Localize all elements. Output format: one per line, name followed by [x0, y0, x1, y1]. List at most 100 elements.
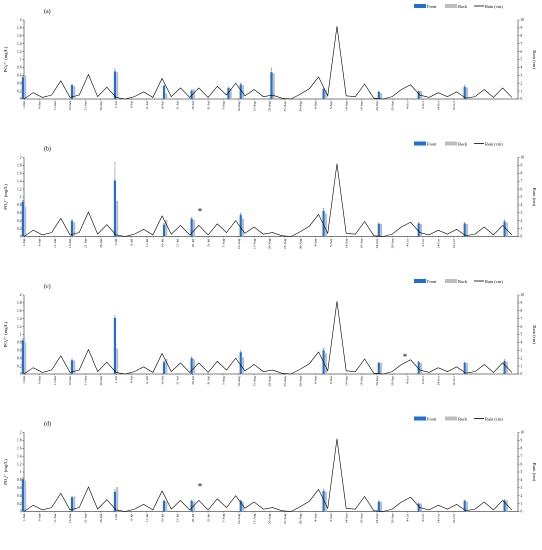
bar-front — [190, 218, 193, 237]
y2-tick-label: 1 — [521, 502, 523, 506]
x-tick-label: 1-Jul — [114, 376, 118, 383]
bar-front — [417, 362, 420, 374]
annotation-asterisk: * — [403, 352, 408, 362]
panel-label: (d) — [44, 421, 51, 428]
x-tick-label: 4-Oct — [406, 514, 410, 522]
bar-front — [377, 501, 380, 512]
y2-tick-label: 8 — [521, 309, 523, 313]
y-tick-label: 0.6 — [17, 211, 22, 215]
rain-line — [23, 438, 513, 512]
legend-label-front: Front — [427, 279, 437, 284]
x-tick-label: 4-Sep — [314, 238, 318, 246]
x-tick-label: 15-Aug — [252, 376, 256, 387]
bar-front — [270, 72, 273, 99]
x-tick-label: 6-Jun — [38, 376, 42, 384]
x-tick-label: 21-Jun — [84, 376, 88, 386]
y2-tick-label: 7 — [521, 317, 523, 321]
x-tick-label: 1-Jun — [22, 376, 26, 384]
x-tick-label: 15-Aug — [252, 513, 256, 524]
x-tick-label: 21-Jun — [84, 238, 88, 248]
panel-label: (c) — [44, 283, 51, 290]
y2-tick-label: 10 — [521, 293, 525, 297]
bar-back — [116, 72, 119, 99]
bar-front — [162, 500, 166, 512]
bar-front — [239, 500, 242, 512]
bar-front — [239, 84, 242, 99]
x-tick-label: 5-Aug — [222, 238, 226, 247]
legend-swatch-front — [414, 416, 426, 421]
y-tick-label: 1.2 — [17, 50, 22, 54]
bar-front — [113, 317, 117, 374]
y2-axis-label: Rain (cm) — [532, 188, 537, 207]
x-tick-label: 4-Oct — [406, 239, 410, 247]
x-tick-label: 29-Sep — [390, 238, 394, 248]
x-tick-label: 1-Jun — [22, 238, 26, 246]
y2-tick-label: 3 — [521, 74, 523, 78]
bar-front — [463, 223, 466, 237]
x-tick-label: 25-Aug — [283, 101, 287, 112]
bar-front — [70, 497, 74, 512]
x-tick-label: 6-Jul — [130, 101, 134, 108]
y-tick-label: 1.8 — [17, 164, 22, 168]
y-tick-label: 1 — [20, 333, 22, 337]
y-tick-label: 1 — [20, 58, 22, 62]
y-tick-label: 1.2 — [17, 462, 22, 466]
bar-front — [463, 500, 466, 512]
x-tick-label: 11-Jul — [145, 376, 149, 384]
x-tick-label: 9-Oct — [421, 239, 425, 247]
x-tick-label: 11-Jun — [53, 376, 57, 385]
bar-front — [227, 87, 230, 99]
bar-front — [21, 77, 24, 99]
y-tick-label: 1.6 — [17, 172, 22, 176]
x-tick-label: 6-Jul — [130, 376, 134, 383]
x-tick-label: 19-Oct — [452, 376, 456, 385]
bar-front — [417, 223, 420, 237]
bar-front — [21, 201, 24, 237]
y-tick-label: 0.2 — [17, 502, 22, 506]
bar-front — [239, 214, 242, 237]
x-tick-label: 10-Aug — [237, 101, 241, 112]
x-tick-label: 1-Jul — [114, 514, 118, 521]
legend-label-rain: Rain (cm) — [485, 279, 503, 284]
bar-front — [70, 220, 74, 237]
x-tick-label: 14-Oct — [436, 376, 440, 385]
x-tick-label: 1-Jul — [114, 101, 118, 108]
x-tick-label: 26-Jul — [191, 101, 195, 110]
panel-label: (a) — [44, 8, 51, 15]
y2-tick-label: 4 — [521, 341, 523, 345]
legend-swatch-back — [445, 141, 457, 146]
x-tick-label: 16-Jul — [160, 376, 164, 385]
legend-label-rain: Rain (cm) — [485, 141, 503, 146]
bar-back — [24, 75, 27, 99]
chart-panel-2: 0 0.2 0.4 0.6 0.8 1 1.2 1.4 1.6 1.8 2 0 1 2 3 4 5 6 7 8 9 10 P… — [3, 279, 537, 387]
y2-tick-label: 6 — [521, 187, 523, 191]
y2-tick-label: 8 — [521, 34, 523, 38]
x-tick-label: 4-Oct — [406, 101, 410, 109]
x-tick-label: 6-Jul — [130, 514, 134, 521]
bar-back — [229, 89, 232, 99]
y2-tick-label: 9 — [521, 301, 523, 305]
bar-back — [505, 362, 508, 374]
x-tick-label: 11-Jul — [145, 101, 149, 109]
bar-front — [21, 479, 24, 512]
bar-back — [465, 501, 469, 512]
x-tick-label: 19-Oct — [452, 514, 456, 523]
y-tick-label: 0.6 — [17, 74, 22, 78]
y-tick-label: 0.4 — [17, 219, 22, 223]
y2-tick-label: 5 — [521, 195, 523, 199]
y2-tick-label: 4 — [521, 66, 523, 70]
y-tick-label: 0.4 — [17, 356, 22, 360]
y2-tick-label: 1 — [521, 89, 523, 93]
x-tick-label: 14-Sep — [344, 513, 348, 523]
annotation-asterisk: * — [198, 207, 203, 217]
y2-tick-label: 3 — [521, 349, 523, 353]
bar-back — [419, 362, 423, 374]
bar-back — [241, 85, 245, 99]
y-tick-label: 1.4 — [17, 454, 22, 458]
y2-tick-label: 5 — [521, 470, 523, 474]
bar-back — [379, 501, 383, 512]
y-tick-label: 2 — [20, 156, 22, 160]
x-tick-label: 20-Aug — [268, 513, 272, 524]
x-tick-label: 16-Jul — [160, 101, 164, 110]
y2-tick-label: 1 — [521, 227, 523, 231]
